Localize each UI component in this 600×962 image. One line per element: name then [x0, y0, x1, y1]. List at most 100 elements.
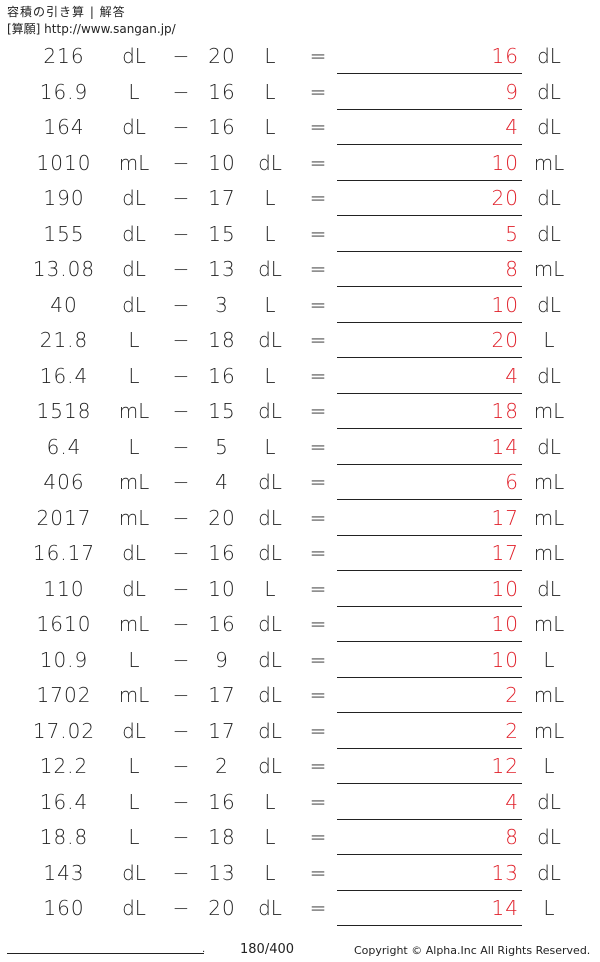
answer-value: 10: [491, 576, 519, 601]
problem-row: 16.9 L −16 L = 9 dL: [0, 77, 600, 112]
answer-value: 9: [505, 79, 519, 104]
equals-sign: =: [309, 860, 327, 885]
equals-sign: =: [309, 505, 327, 530]
answer-value: 4: [505, 115, 519, 139]
minus-sign: −: [172, 328, 190, 352]
first-value: 16.4: [39, 789, 89, 814]
first-unit: L: [128, 434, 140, 459]
answer-line: [337, 605, 522, 607]
second-value: 13: [208, 860, 236, 885]
problem-row: 6.4 L −5 L = 14 dL: [0, 432, 600, 467]
minus-sign: −: [172, 505, 190, 530]
second-value: 5: [215, 434, 229, 459]
answer-value: 8: [505, 825, 519, 849]
second-unit: dL: [258, 754, 282, 778]
answer-unit: mL: [533, 505, 565, 530]
second-value: 16: [208, 363, 236, 388]
answer-line: [337, 286, 522, 287]
minus-sign: −: [172, 363, 190, 388]
answer-line: [337, 321, 522, 323]
second-unit: dL: [258, 505, 282, 530]
second-unit: dL: [258, 470, 282, 494]
answer-value: 10: [491, 292, 519, 317]
second-value: 13: [208, 257, 236, 281]
answer-line: [337, 712, 522, 713]
first-value: 1518: [36, 399, 92, 423]
first-unit: mL: [118, 612, 150, 636]
problem-row: 12.2 L − 2 dL = 12 L: [0, 751, 600, 786]
answer-value: 20: [491, 328, 519, 352]
first-unit: L: [128, 789, 140, 814]
equals-sign: =: [309, 292, 327, 317]
second-value: 16: [208, 115, 236, 139]
answer-unit: dL: [537, 860, 561, 885]
first-unit: mL: [118, 399, 150, 423]
answer-value: 17: [491, 505, 519, 530]
problem-row: 1518 mL −15 dL = 18 mL: [0, 396, 600, 431]
second-value: 2: [215, 754, 229, 778]
second-value: 3: [215, 292, 229, 317]
minus-sign: −: [172, 399, 190, 423]
second-unit: L: [264, 789, 276, 814]
answer-unit: dL: [537, 221, 561, 246]
equals-sign: =: [309, 896, 327, 920]
answer-unit: mL: [533, 257, 565, 281]
answer-value: 14: [491, 434, 519, 459]
equals-sign: =: [309, 257, 327, 281]
answer-unit: dL: [537, 576, 561, 601]
first-unit: L: [128, 79, 140, 104]
minus-sign: −: [172, 221, 190, 246]
answer-unit: mL: [533, 541, 565, 565]
minus-sign: −: [172, 754, 190, 778]
answer-line: [337, 747, 522, 749]
first-unit: L: [128, 328, 140, 352]
second-unit: dL: [258, 683, 282, 707]
problem-row: 16.4 L −16 L = 4 dL: [0, 787, 600, 822]
first-value: 13.08: [32, 257, 96, 281]
second-unit: dL: [258, 328, 282, 352]
copyright: Copyright © Alpha.Inc All Rights Reserve…: [354, 944, 591, 957]
second-unit: L: [264, 221, 276, 246]
answer-unit: L: [543, 896, 555, 920]
first-unit: dL: [122, 896, 146, 920]
second-unit: dL: [258, 647, 282, 672]
second-value: 16: [208, 612, 236, 636]
equals-sign: =: [309, 647, 327, 672]
equals-sign: =: [309, 115, 327, 139]
answer-unit: dL: [537, 115, 561, 139]
page-title: 容積の引き算 | 解答: [7, 5, 126, 19]
equals-sign: =: [309, 221, 327, 246]
minus-sign: −: [172, 576, 190, 601]
answer-line: [337, 215, 522, 216]
answer-value: 12: [491, 754, 519, 778]
second-value: 18: [208, 825, 236, 849]
second-value: 20: [208, 896, 236, 920]
equals-sign: =: [309, 789, 327, 814]
answer-line: [337, 676, 522, 678]
name-line: [7, 953, 204, 954]
second-unit: dL: [258, 541, 282, 565]
first-unit: dL: [122, 718, 146, 743]
answer-line: [337, 534, 522, 536]
answer-unit: dL: [537, 292, 561, 317]
first-unit: mL: [118, 150, 150, 175]
answer-line: [337, 179, 522, 181]
second-value: 10: [208, 576, 236, 601]
answer-value: 13: [491, 860, 519, 885]
problem-row: 160 dL −20 dL = 14 L: [0, 893, 600, 928]
first-value: 110: [43, 576, 85, 601]
first-value: 190: [43, 186, 85, 210]
problem-row: 143 dL −13 L = 13 dL: [0, 858, 600, 893]
problem-row: 1610 mL −16 dL = 10 mL: [0, 609, 600, 644]
first-unit: dL: [122, 115, 146, 139]
name-dot: .: [202, 944, 206, 955]
first-value: 143: [43, 860, 85, 885]
first-unit: L: [128, 754, 140, 778]
first-unit: dL: [122, 44, 146, 68]
second-unit: dL: [258, 399, 282, 423]
answer-line: [337, 641, 522, 642]
answer-value: 10: [491, 612, 519, 636]
second-value: 9: [215, 647, 229, 672]
answer-unit: mL: [533, 718, 565, 743]
problem-row: 10.9 L −9 dL = 10 L: [0, 645, 600, 680]
